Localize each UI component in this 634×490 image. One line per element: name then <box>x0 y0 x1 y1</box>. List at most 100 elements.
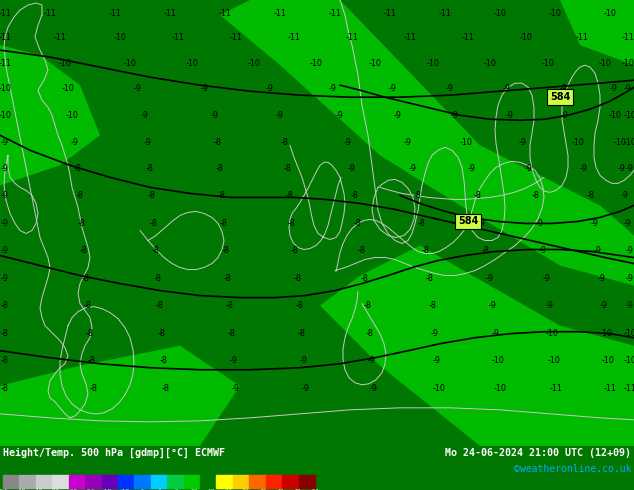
Text: -8: -8 <box>224 274 232 283</box>
Text: -10: -10 <box>604 8 616 18</box>
Polygon shape <box>560 0 634 65</box>
Text: -8: -8 <box>86 329 94 338</box>
Text: 24: 24 <box>224 489 232 490</box>
Text: -9: -9 <box>232 384 240 393</box>
Text: -10: -10 <box>124 59 136 68</box>
Text: -9: -9 <box>211 111 219 120</box>
Text: -8: -8 <box>228 329 236 338</box>
Text: -10: -10 <box>113 32 126 42</box>
Bar <box>282 475 299 488</box>
Text: -10: -10 <box>600 329 612 338</box>
Bar <box>266 475 282 488</box>
Text: 0: 0 <box>157 489 161 490</box>
Text: -10: -10 <box>427 59 439 68</box>
Text: -8: -8 <box>84 301 92 310</box>
Text: -8: -8 <box>284 164 292 173</box>
Text: -8: -8 <box>286 191 294 200</box>
Text: -11: -11 <box>439 8 451 18</box>
Text: -8: -8 <box>296 301 304 310</box>
Text: 584: 584 <box>458 217 478 226</box>
Text: -8: -8 <box>78 219 86 228</box>
Text: -9: -9 <box>230 356 238 365</box>
Text: -8: -8 <box>298 329 306 338</box>
Text: -9: -9 <box>1 274 9 283</box>
Text: -9: -9 <box>539 246 547 255</box>
Text: -8: -8 <box>366 329 374 338</box>
Text: -11: -11 <box>0 8 11 18</box>
Text: -8: -8 <box>294 274 302 283</box>
Bar <box>68 475 85 488</box>
Text: -10: -10 <box>61 84 74 93</box>
Bar <box>233 475 249 488</box>
Text: -10: -10 <box>0 84 11 93</box>
Text: -9: -9 <box>503 84 511 93</box>
Text: -8: -8 <box>482 246 490 255</box>
Text: -10: -10 <box>624 356 634 365</box>
Text: -9: -9 <box>626 301 634 310</box>
Text: -10: -10 <box>624 111 634 120</box>
Text: -11: -11 <box>404 32 417 42</box>
Text: -9: -9 <box>468 164 476 173</box>
Text: -8: -8 <box>220 219 228 228</box>
Bar <box>216 475 233 488</box>
Text: -9: -9 <box>626 246 634 255</box>
Text: -11: -11 <box>624 384 634 393</box>
Text: -9: -9 <box>141 111 149 120</box>
Text: -9: -9 <box>506 111 514 120</box>
Bar <box>184 475 200 488</box>
Text: Mo 24-06-2024 21:00 UTC (12+09): Mo 24-06-2024 21:00 UTC (12+09) <box>445 448 631 458</box>
Text: -8: -8 <box>158 329 166 338</box>
Text: -8: -8 <box>281 138 289 147</box>
Text: -9: -9 <box>348 164 356 173</box>
Text: -36: -36 <box>49 489 61 490</box>
Bar <box>101 475 118 488</box>
Text: -9: -9 <box>561 111 569 120</box>
Text: -10: -10 <box>614 138 626 147</box>
Polygon shape <box>0 45 100 185</box>
Text: 18: 18 <box>207 489 215 490</box>
Text: -9: -9 <box>489 301 497 310</box>
Text: -10: -10 <box>609 111 621 120</box>
Text: -8: -8 <box>154 274 162 283</box>
Text: -9: -9 <box>1 191 9 200</box>
Text: -9: -9 <box>621 191 629 200</box>
Text: -10: -10 <box>58 59 72 68</box>
Text: -18: -18 <box>101 489 113 490</box>
Text: -42: -42 <box>32 489 43 490</box>
Text: -8: -8 <box>364 301 372 310</box>
Text: -11: -11 <box>230 32 242 42</box>
Text: -10: -10 <box>65 111 79 120</box>
Text: -8: -8 <box>90 384 98 393</box>
Text: -11: -11 <box>164 8 176 18</box>
Text: -10: -10 <box>624 329 634 338</box>
Bar <box>3 475 20 488</box>
Text: -11: -11 <box>53 32 67 42</box>
Bar <box>299 475 315 488</box>
Text: -10: -10 <box>0 111 11 120</box>
Text: -10: -10 <box>493 384 507 393</box>
Text: 6: 6 <box>174 489 178 490</box>
Text: -10: -10 <box>519 32 533 42</box>
Text: -10: -10 <box>368 59 382 68</box>
Text: -11: -11 <box>550 384 562 393</box>
Text: -9: -9 <box>626 164 634 173</box>
Text: -9: -9 <box>404 138 412 147</box>
Text: -8: -8 <box>351 191 359 200</box>
Text: -9: -9 <box>394 111 402 120</box>
Text: -9: -9 <box>389 84 397 93</box>
Text: -10: -10 <box>432 384 446 393</box>
Text: 12: 12 <box>190 489 197 490</box>
Text: -10: -10 <box>309 59 323 68</box>
Text: -8: -8 <box>429 301 437 310</box>
Text: -10: -10 <box>484 59 496 68</box>
Text: -11: -11 <box>288 32 301 42</box>
Text: -9: -9 <box>336 111 344 120</box>
Text: -9: -9 <box>431 329 439 338</box>
Text: -9: -9 <box>546 301 554 310</box>
Text: -9: -9 <box>409 164 417 173</box>
Text: -9: -9 <box>446 84 454 93</box>
Text: -8: -8 <box>291 246 299 255</box>
Text: -8: -8 <box>422 246 430 255</box>
Text: -9: -9 <box>71 138 79 147</box>
Text: -8: -8 <box>587 191 595 200</box>
